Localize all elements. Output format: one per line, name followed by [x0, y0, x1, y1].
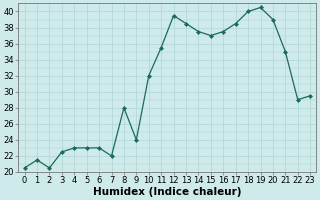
X-axis label: Humidex (Indice chaleur): Humidex (Indice chaleur) — [93, 187, 242, 197]
